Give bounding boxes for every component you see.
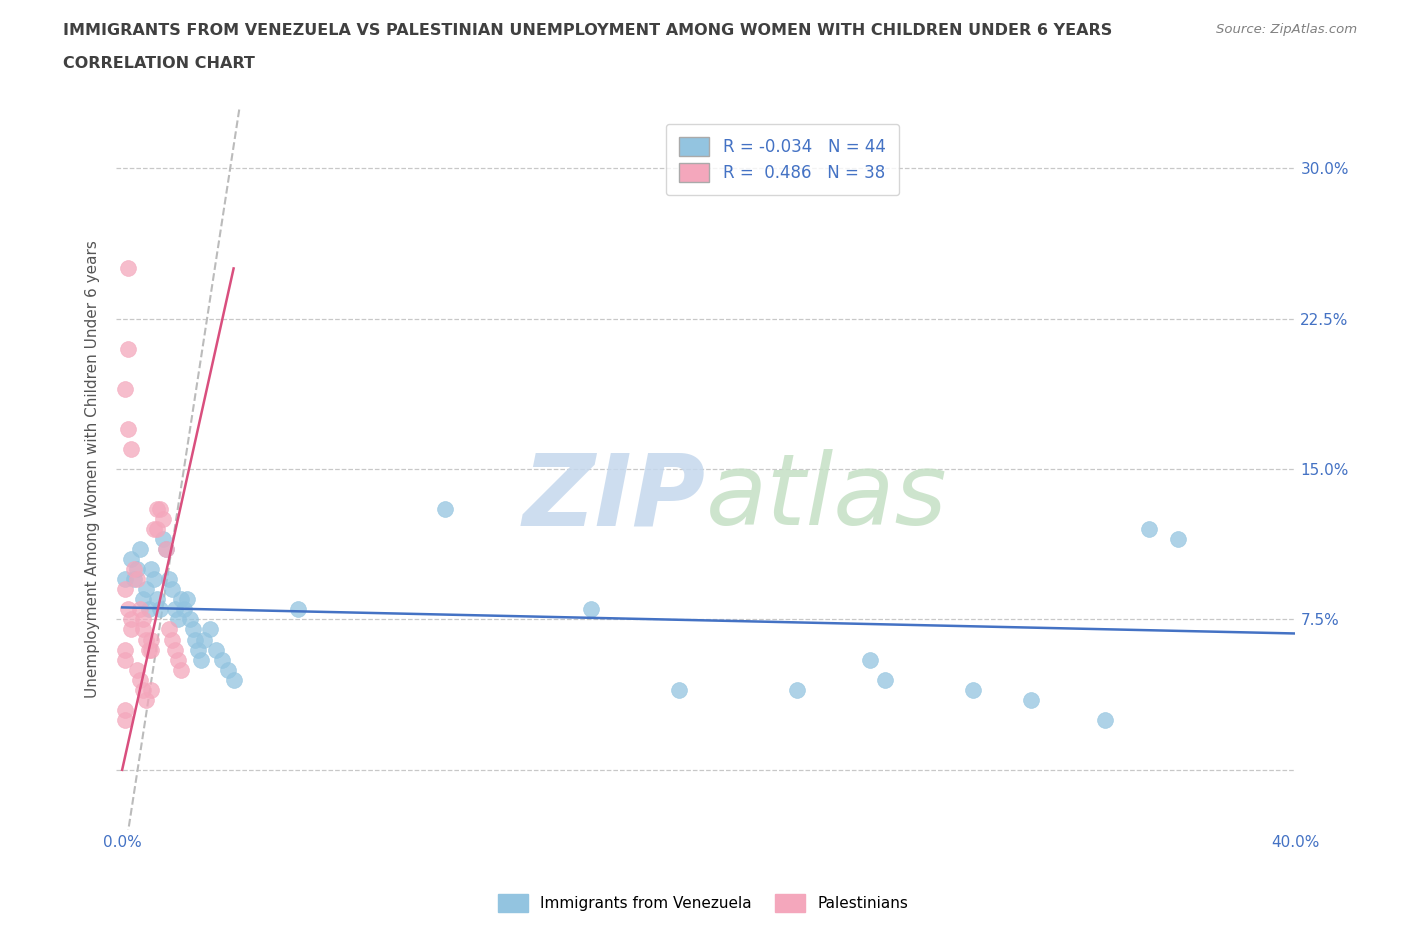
Point [176,592,198,607]
Point [1021,692,1043,707]
Point [114,642,136,657]
Point [193,632,215,647]
Point [146,592,169,607]
Legend: Immigrants from Venezuela, Palestinians: Immigrants from Venezuela, Palestinians [492,888,914,918]
Text: Source: ZipAtlas.com: Source: ZipAtlas.com [1216,23,1357,36]
Point [131,592,153,607]
Point [114,702,136,717]
Point [668,683,690,698]
Point [117,341,139,356]
Point [287,602,309,617]
Point [141,632,163,647]
Point [190,652,212,667]
Point [187,642,209,657]
Point [120,612,142,627]
Point [149,501,172,516]
Text: CORRELATION CHART: CORRELATION CHART [63,56,254,71]
Point [128,602,150,617]
Point [173,602,195,617]
Point [155,542,177,557]
Point [117,261,139,276]
Point [131,612,153,627]
Point [184,632,207,647]
Point [125,572,148,587]
Point [114,572,136,587]
Point [141,683,163,698]
Point [128,542,150,557]
Point [163,642,186,657]
Point [122,562,145,577]
Point [205,642,228,657]
Point [117,602,139,617]
Point [114,652,136,667]
Point [786,683,808,698]
Point [149,602,172,617]
Point [128,672,150,687]
Point [143,522,166,537]
Point [141,642,163,657]
Point [125,562,148,577]
Point [131,683,153,698]
Point [141,562,163,577]
Point [122,572,145,587]
Point [117,421,139,436]
Point [167,612,190,627]
Point [114,712,136,727]
Text: IMMIGRANTS FROM VENEZUELA VS PALESTINIAN UNEMPLOYMENT AMONG WOMEN WITH CHILDREN : IMMIGRANTS FROM VENEZUELA VS PALESTINIAN… [63,23,1112,38]
Point [222,672,245,687]
Point [120,551,142,566]
Point [138,602,160,617]
Point [198,622,221,637]
Point [211,652,233,667]
Point [170,592,193,607]
Point [146,501,169,516]
Y-axis label: Unemployment Among Women with Children Under 6 years: Unemployment Among Women with Children U… [86,240,100,698]
Point [433,501,456,516]
Point [143,572,166,587]
Point [1167,532,1189,547]
Point [114,582,136,597]
Point [873,672,896,687]
Point [581,602,603,617]
Point [120,622,142,637]
Point [120,442,142,457]
Point [170,662,193,677]
Point [163,602,186,617]
Point [131,622,153,637]
Point [125,662,148,677]
Point [135,632,157,647]
Text: ZIP: ZIP [523,449,706,547]
Point [217,662,239,677]
Point [962,683,984,698]
Point [157,572,180,587]
Point [138,642,160,657]
Point [135,692,157,707]
Point [114,381,136,396]
Point [152,512,174,526]
Point [160,582,183,597]
Text: atlas: atlas [706,449,948,547]
Point [146,522,169,537]
Point [155,542,177,557]
Point [859,652,882,667]
Point [167,652,190,667]
Point [1137,522,1160,537]
Legend: R = -0.034   N = 44, R =  0.486   N = 38: R = -0.034 N = 44, R = 0.486 N = 38 [666,124,898,195]
Point [160,632,183,647]
Point [135,582,157,597]
Point [157,622,180,637]
Point [1094,712,1116,727]
Point [152,532,174,547]
Point [181,622,204,637]
Point [179,612,201,627]
